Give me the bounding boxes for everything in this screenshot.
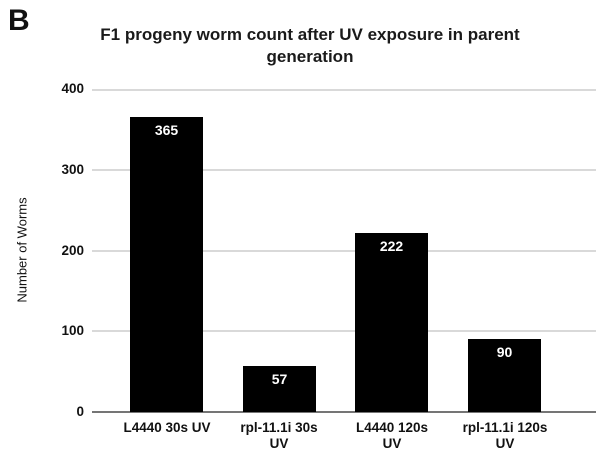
- gridline: [92, 250, 596, 252]
- y-tick-label: 200: [61, 243, 84, 258]
- bar: 57: [243, 366, 316, 412]
- y-tick-label: 0: [76, 404, 84, 419]
- y-tick-label: 400: [61, 81, 84, 96]
- gridline: [92, 330, 596, 332]
- y-tick-label: 100: [61, 323, 84, 338]
- bar: 365: [130, 117, 203, 412]
- x-tick-label: L4440 120s UV: [355, 420, 429, 451]
- x-tick-label: rpl-11.1i 120s UV: [462, 420, 548, 451]
- bar-value-label: 365: [154, 122, 179, 138]
- y-tick-label: 300: [61, 162, 84, 177]
- bar: 222: [355, 233, 428, 412]
- x-tick-label: rpl-11.1i 30s UV: [240, 420, 318, 451]
- bar: 90: [468, 339, 541, 412]
- gridline: [92, 169, 596, 171]
- chart-title: F1 progeny worm count after UV exposure …: [100, 25, 520, 66]
- x-axis-baseline: [92, 411, 596, 413]
- x-tick-label: L4440 30s UV: [123, 420, 211, 435]
- panel-label: B: [8, 4, 30, 37]
- gridline: [92, 89, 596, 91]
- plot-area: 365 57 222 90: [92, 89, 596, 413]
- bar-value-label: 222: [379, 238, 404, 254]
- bar-value-label: 90: [496, 344, 513, 360]
- bar-value-label: 57: [271, 371, 288, 387]
